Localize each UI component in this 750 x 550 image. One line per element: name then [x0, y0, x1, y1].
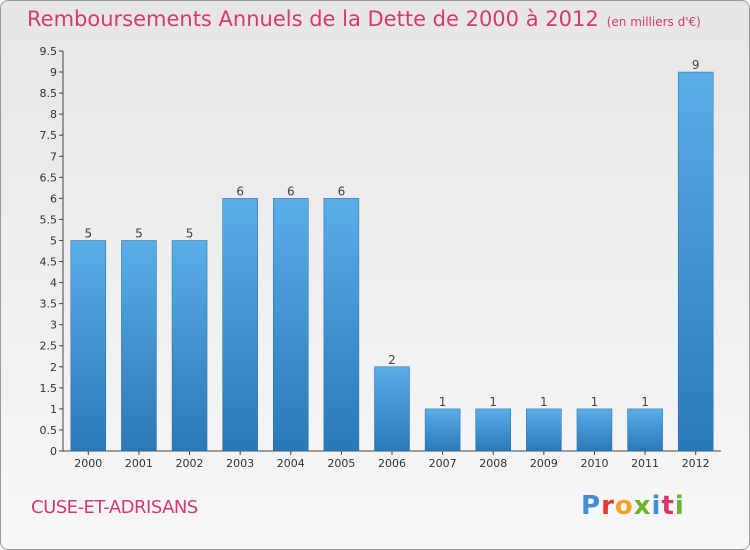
y-tick-label: 3.5 — [40, 298, 58, 311]
bar — [222, 198, 258, 452]
y-tick-label: 3 — [50, 319, 57, 332]
unit-label: (en milliers d'€) — [606, 15, 701, 29]
data-label: 1 — [641, 395, 649, 409]
logo-letter: P — [581, 491, 602, 521]
x-tick-label: 2008 — [479, 457, 507, 470]
y-tick-label: 1.5 — [40, 382, 58, 395]
data-label: 9 — [692, 58, 700, 72]
logo-letter: x — [633, 491, 652, 521]
axes: 0 0.5 1 1.5 2 2.5 3 3.5 4 4.5 5 5.5 6 6.5 7 7.5 8 8.5 9 9.5 — [40, 45, 721, 458]
data-label: 5 — [84, 226, 92, 240]
bar — [475, 408, 511, 452]
bar — [273, 198, 309, 452]
data-label: 5 — [135, 226, 143, 240]
data-label: 1 — [489, 395, 497, 409]
commune-name: CUSE-ET-ADRISANS — [31, 497, 198, 518]
y-tick-label: 9.5 — [40, 45, 58, 58]
data-label: 1 — [439, 395, 447, 409]
x-tick-label: 2005 — [327, 457, 355, 470]
bar — [70, 240, 107, 452]
x-tick-label: 2001 — [125, 457, 153, 470]
logo-letter: i — [674, 491, 685, 521]
labels: 2000 5 2001 5 2002 5 2003 6 2004 6 2005 6 2006 2 2007 1… — [74, 58, 709, 470]
y-tick-label: 0 — [50, 445, 57, 458]
data-label: 6 — [338, 184, 346, 198]
y-tick-label: 2 — [50, 361, 57, 374]
bar — [627, 408, 663, 452]
bar — [677, 71, 714, 452]
data-label: 1 — [540, 395, 548, 409]
data-label: 2 — [388, 353, 396, 367]
logo-letter: r — [601, 491, 615, 521]
y-tick-label: 4.5 — [40, 256, 58, 269]
x-tick-label: 2003 — [226, 457, 254, 470]
data-label: 6 — [287, 184, 295, 198]
y-tick-label: 8 — [50, 108, 57, 121]
data-label: 6 — [236, 184, 244, 198]
proxiti-logo: Proxiti — [581, 491, 685, 521]
x-tick-label: 2009 — [530, 457, 558, 470]
x-tick-label: 2004 — [277, 457, 305, 470]
logo-letter: t — [661, 491, 675, 521]
y-tick-label: 9 — [50, 66, 57, 79]
y-tick-label: 1 — [50, 403, 57, 416]
data-label: 1 — [591, 395, 599, 409]
y-tick-label: 8.5 — [40, 87, 58, 100]
y-tick-label: 6 — [50, 192, 57, 205]
chart-title: Remboursements Annuels de la Dette de 20… — [27, 7, 701, 31]
bar — [323, 198, 360, 452]
x-tick-label: 2000 — [74, 457, 102, 470]
logo-letter: i — [651, 491, 662, 521]
bar — [171, 240, 208, 452]
y-tick-label: 7 — [50, 150, 57, 163]
y-tick-label: 7.5 — [40, 129, 58, 142]
y-tick-label: 2.5 — [40, 340, 58, 353]
bar — [576, 408, 613, 452]
x-tick-label: 2010 — [580, 457, 608, 470]
x-tick-label: 2006 — [378, 457, 406, 470]
bar — [424, 408, 461, 452]
x-tick-label: 2012 — [682, 457, 710, 470]
y-tick-label: 6.5 — [40, 171, 58, 184]
bar — [526, 408, 562, 452]
y-tick-label: 5.5 — [40, 213, 58, 226]
y-tick-label: 0.5 — [40, 424, 58, 437]
bar — [374, 366, 410, 452]
bars — [70, 71, 714, 452]
y-tick-label: 5 — [50, 234, 57, 247]
x-tick-label: 2002 — [176, 457, 204, 470]
logo-letter: o — [614, 491, 634, 521]
x-tick-label: 2007 — [429, 457, 457, 470]
title-text: Remboursements Annuels de la Dette de 20… — [27, 7, 599, 31]
bar — [121, 240, 157, 452]
y-tick-label: 4 — [50, 277, 57, 290]
x-tick-label: 2011 — [631, 457, 659, 470]
data-label: 5 — [186, 226, 194, 240]
